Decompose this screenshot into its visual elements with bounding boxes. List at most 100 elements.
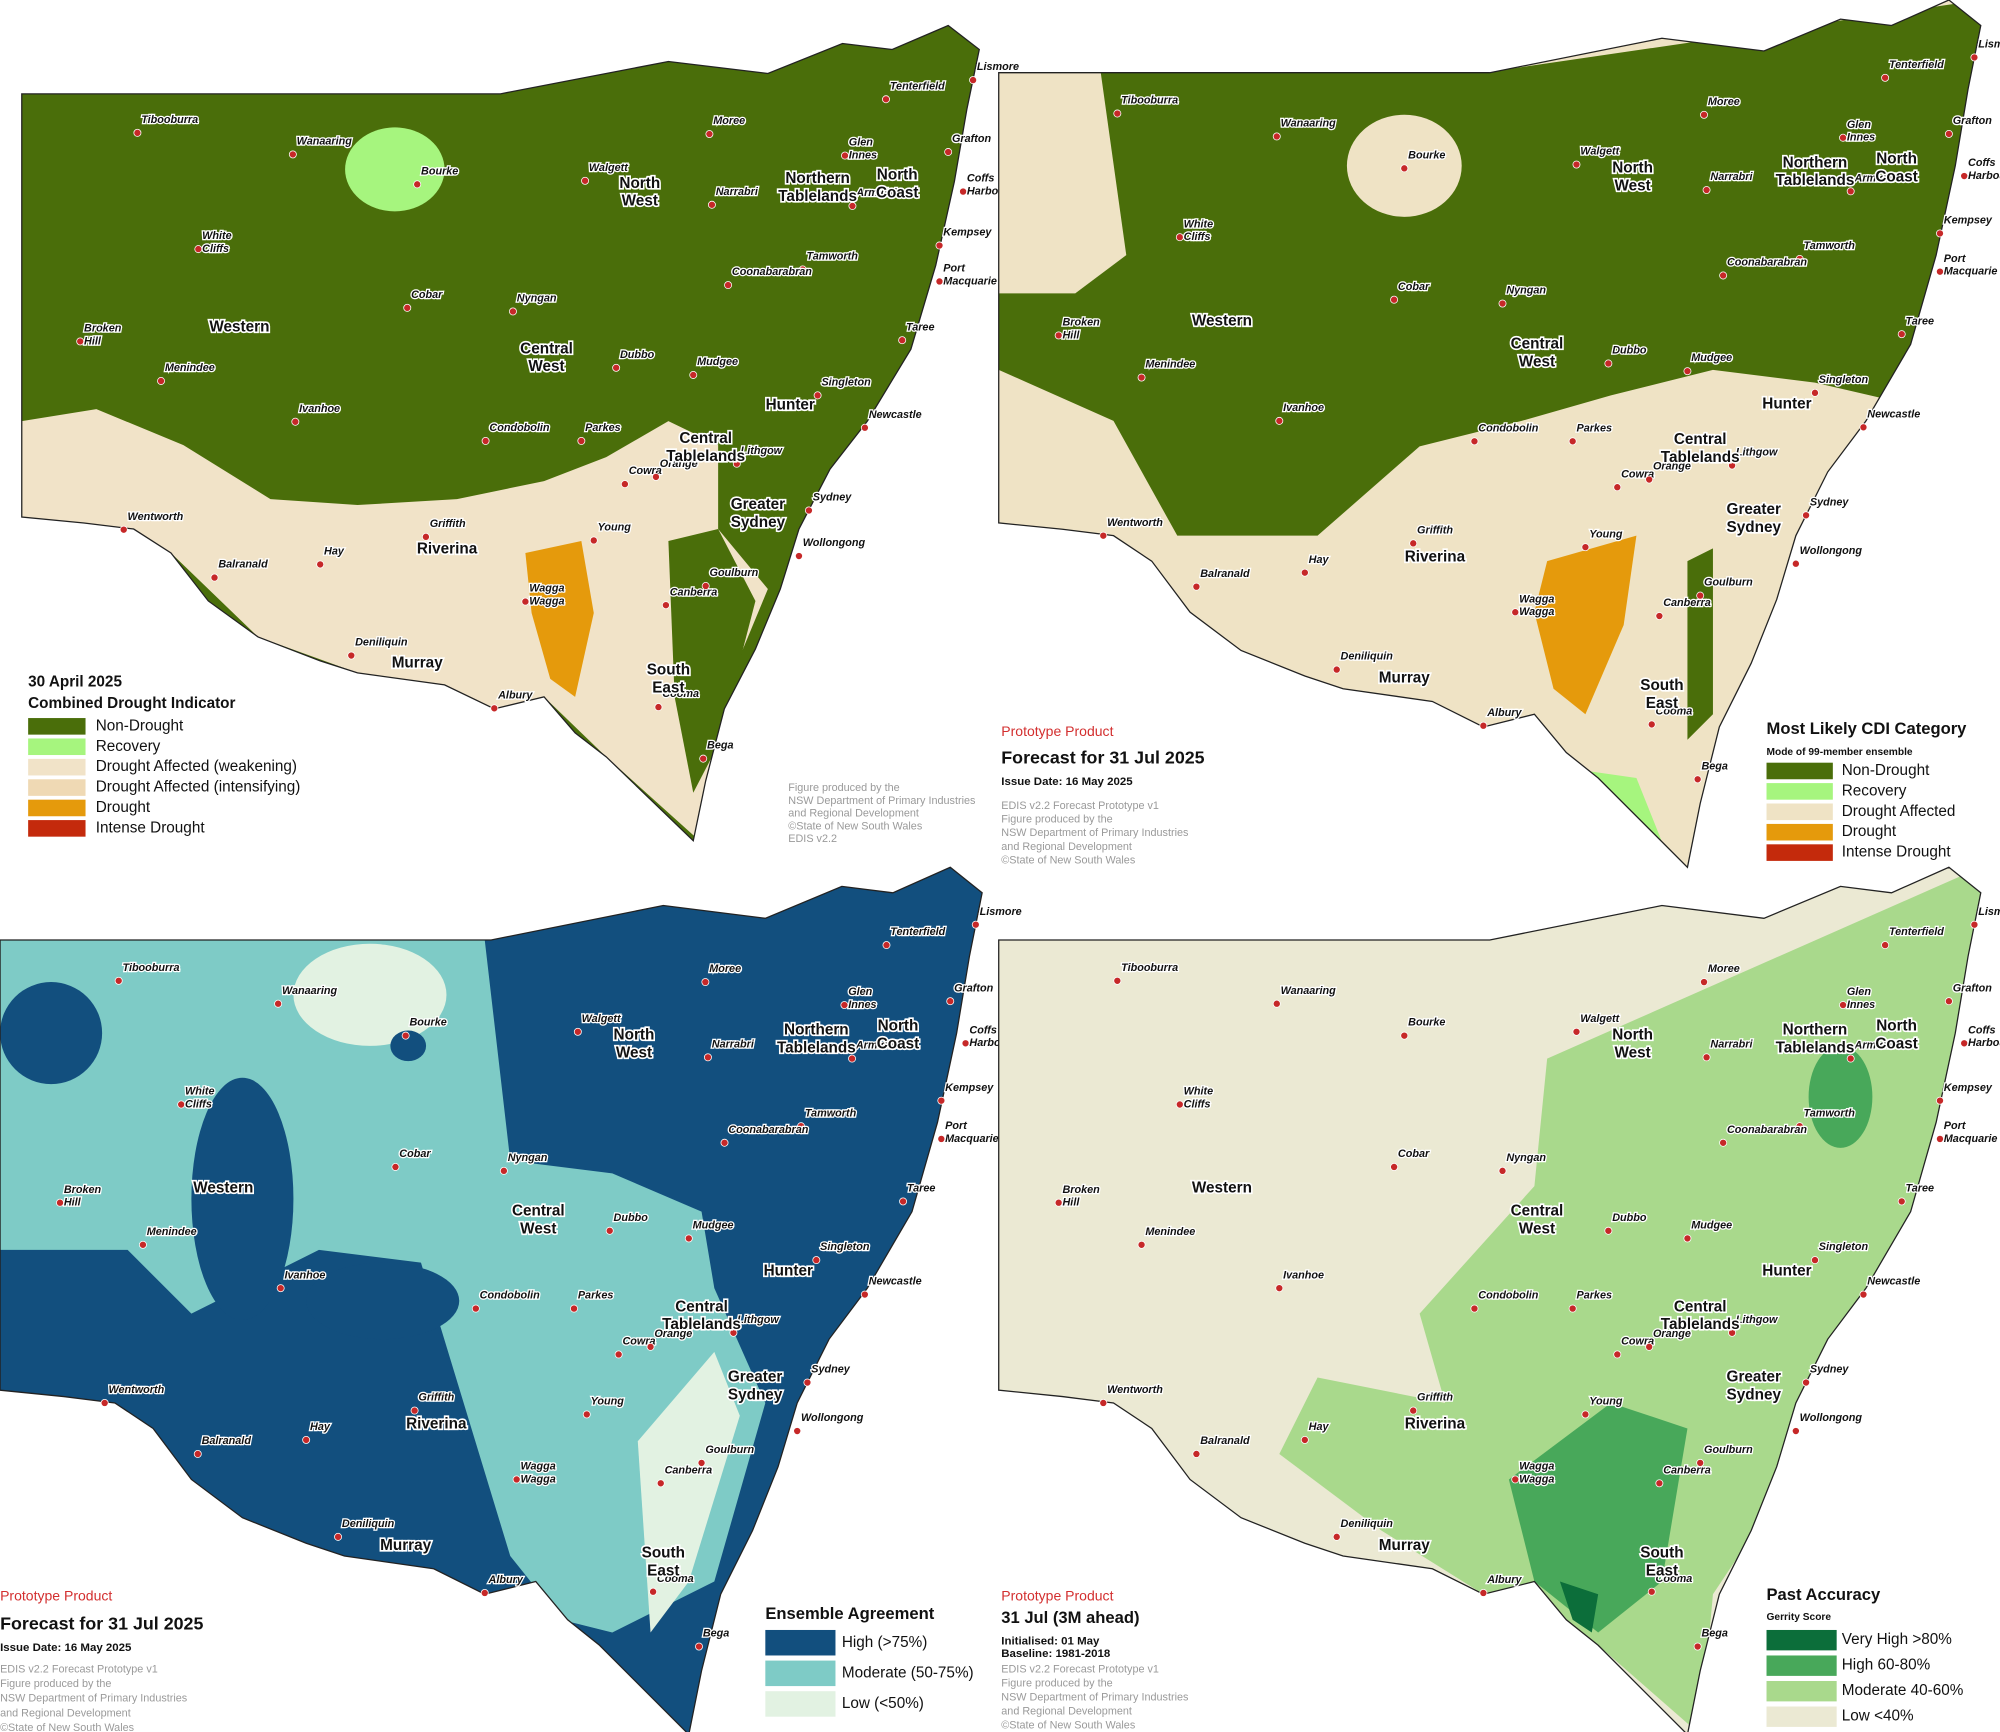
town-dot [1604,1226,1613,1235]
town-dot [1137,373,1146,382]
town-label: Cooma [1656,706,1693,718]
town-label: Macquarie [945,1133,999,1145]
town-dot [1113,109,1122,118]
town-dot [582,1410,591,1419]
legend-swatch [28,718,86,735]
heading: Baseline: 1981-2018 [1001,1648,1111,1660]
credit-line: NSW Department of Primary Industries [1001,827,1189,839]
legend-label: Non-Drought [96,717,184,734]
town-dot [1400,1031,1409,1040]
credit-line: EDIS v2.2 [788,833,837,845]
region-label: Hunter [1762,1263,1811,1280]
town-label: Sydney [1810,496,1849,508]
town-label: Menindee [1145,359,1195,371]
town-label: Albury [497,689,533,701]
region-label: Central [512,1203,565,1220]
region-label: South [642,1544,685,1561]
town-dot [898,336,907,345]
town-label: Tibooburra [1121,95,1178,107]
town-label: Hill [1062,329,1080,341]
town-label: Walgett [582,1013,621,1025]
town-label: Moree [1708,96,1740,108]
town-label: Cobar [411,289,443,301]
heading: Forecast for 31 Jul 2025 [0,1614,203,1634]
town-label: Orange [1653,461,1691,473]
town-label: Bourke [409,1017,446,1029]
town-label: Bourke [421,165,458,177]
town-label: Tibooburra [1121,962,1178,974]
town-dot [1802,511,1811,520]
town-label: Cliffs [1184,231,1211,243]
legend-swatch [28,758,86,776]
town-dot [1881,941,1890,950]
region-label: Hunter [764,1263,813,1280]
region-label: Sydney [1727,1386,1782,1403]
credit-line: EDIS v2.2 Forecast Prototype v1 [1001,800,1159,812]
map-area [293,943,447,1046]
credit-line: and Regional Development [1001,841,1132,853]
town-label: Glen [1847,986,1871,998]
town-dot [935,277,944,286]
region-label: North [1612,1027,1653,1044]
town-dot [1275,416,1284,425]
region-label: West [528,358,564,375]
town-label: Tamworth [1804,1107,1856,1119]
legend-swatch [1766,1680,1837,1702]
town-label: Coffs [1968,1024,1995,1036]
legend-label: Moderate (50-75%) [842,1664,974,1681]
town-dot [76,337,85,346]
town-dot [1839,1001,1847,1009]
region-label: Riverina [417,540,478,557]
town-label: Wanaaring [282,985,338,997]
town-label: Moree [709,963,741,975]
town-dot [1702,186,1711,194]
region-label: Murray [392,654,443,671]
map-fill [0,867,983,1732]
town-label: Narrabri [716,186,759,198]
town-label: Dubbo [614,1212,649,1224]
town-dot [695,1642,703,1651]
town-dot [581,176,590,185]
region-label: West [616,1045,652,1062]
credit-line: ©State of New South Wales [1001,855,1136,867]
legend-swatch [1766,1655,1837,1676]
credit-line: Figure produced by the [0,1678,111,1690]
region-label: Tablelands [778,188,857,205]
town-dot [1272,999,1281,1008]
town-dot [1645,1342,1654,1351]
town-dot [899,1197,908,1206]
town-dot [1300,568,1309,577]
town-label: Nyngan [508,1152,548,1164]
town-label: Port [1944,1120,1966,1132]
town-label: Glen [1847,119,1871,131]
legend-label: Intense Drought [96,819,206,836]
town-dot [652,472,660,481]
town-label: Cooma [662,688,699,700]
town-label: Macquarie [1944,266,1998,278]
credit-line: EDIS v2.2 Forecast Prototype v1 [1001,1663,1159,1675]
map-area [191,1077,294,1321]
town-label: Kempsey [1944,1082,1993,1094]
region-label: Hunter [1762,395,1811,412]
town-dot [1479,721,1488,730]
town-dot [1099,531,1108,540]
region-label: Northern [1783,1022,1848,1039]
town-label: Hill [64,1197,82,1209]
map-area [998,72,1127,294]
region-label: Central [675,1298,728,1315]
town-dot [1332,665,1341,674]
town-label: Walgett [1580,1013,1619,1025]
town-dot [705,130,714,138]
legend-label: Non-Drought [1842,762,1930,779]
town-dot [1568,437,1577,446]
town-dot [649,1587,658,1596]
state-border [998,866,1982,1732]
town-label: Dubbo [1612,1212,1647,1224]
town-dot [689,371,698,379]
legend-label: Drought Affected (weakening) [96,758,297,775]
town-label: Mudgee [693,1220,734,1232]
town-label: Sydney [813,492,852,504]
town-dot [699,754,708,763]
